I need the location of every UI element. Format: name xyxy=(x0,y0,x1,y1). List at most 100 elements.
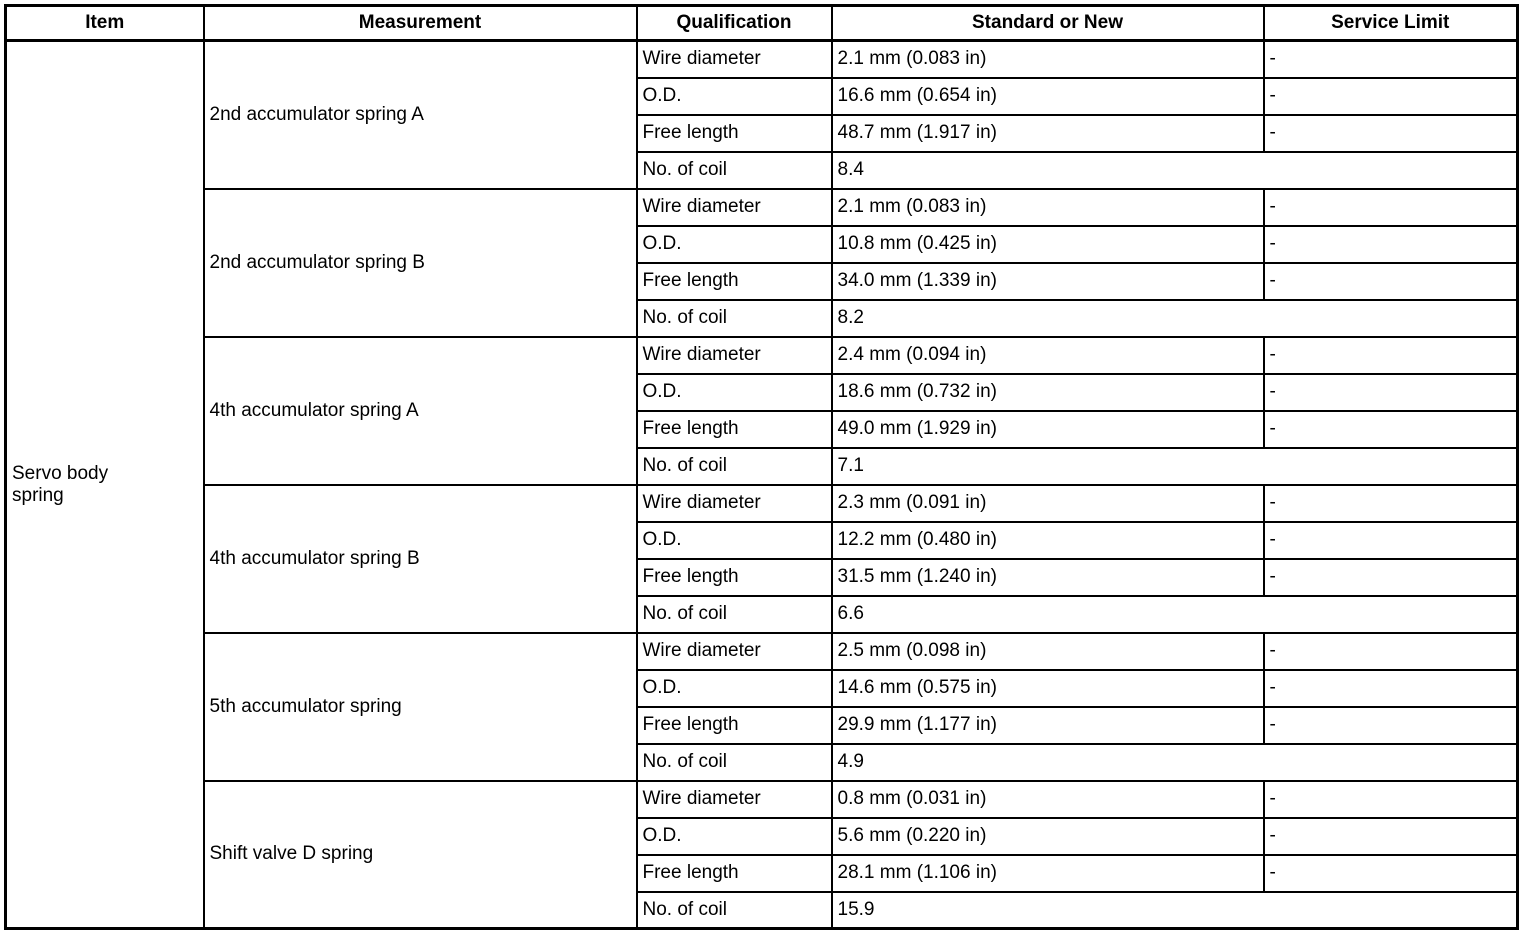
service-limit-cell: - xyxy=(1262,779,1519,819)
service-limit-cell: - xyxy=(1262,39,1519,79)
qualification-cell: No. of coil xyxy=(635,594,833,634)
table-row: O.D. 18.6 mm (0.732 in) - xyxy=(6,372,1519,412)
qualification-cell: O.D. xyxy=(635,816,833,856)
standard-or-new-cell: 14.6 mm (0.575 in) xyxy=(830,668,1265,708)
table-row: Free length 48.7 mm (1.917 in) - xyxy=(6,113,1519,153)
measurement-cell: 2nd accumulator spring A xyxy=(202,39,638,190)
column-header-qualification: Qualification xyxy=(635,4,833,42)
standard-or-new-cell: 2.3 mm (0.091 in) xyxy=(830,483,1265,523)
measurement-cell: 4th accumulator spring B xyxy=(202,483,638,634)
qualification-cell: Wire diameter xyxy=(635,483,833,523)
column-header-measurement: Measurement xyxy=(202,4,638,42)
service-limit-cell: - xyxy=(1262,76,1519,116)
standard-or-new-cell: 28.1 mm (1.106 in) xyxy=(830,853,1265,893)
service-limit-cell: - xyxy=(1262,224,1519,264)
standard-or-new-cell: 2.1 mm (0.083 in) xyxy=(830,187,1265,227)
qualification-cell: Wire diameter xyxy=(635,187,833,227)
qualification-cell: Wire diameter xyxy=(635,631,833,671)
service-limit-cell: - xyxy=(1262,668,1519,708)
service-limit-cell: - xyxy=(1262,261,1519,301)
column-header-standard-or-new: Standard or New xyxy=(830,4,1265,42)
table-row: 2nd accumulator spring B Wire diameter 2.1… xyxy=(6,187,1519,338)
qualification-cell: O.D. xyxy=(635,668,833,708)
standard-or-new-cell: 31.5 mm (1.240 in) xyxy=(830,557,1265,597)
standard-or-new-cell: 2.5 mm (0.098 in) xyxy=(830,631,1265,671)
table-row: Free length 34.0 mm (1.339 in) - xyxy=(6,261,1519,301)
table-row: O.D. 12.2 mm (0.480 in) - xyxy=(6,520,1519,560)
standard-or-new-cell: 29.9 mm (1.177 in) xyxy=(830,705,1265,745)
table-row: No. of coil 6.6 xyxy=(6,594,1519,634)
qualification-cell: Free length xyxy=(635,113,833,153)
standard-or-new-cell: 48.7 mm (1.917 in) xyxy=(830,113,1265,153)
service-limit-cell: - xyxy=(1262,816,1519,856)
standard-or-new-cell: 4.9 xyxy=(830,742,1519,782)
standard-or-new-cell: 5.6 mm (0.220 in) xyxy=(830,816,1265,856)
qualification-cell: O.D. xyxy=(635,76,833,116)
table-row: Shift valve D spring Wire diameter 0.8 mm … xyxy=(6,779,1519,930)
measurement-cell: 2nd accumulator spring B xyxy=(202,187,638,338)
table-row: Free length 28.1 mm (1.106 in) - xyxy=(6,853,1519,893)
table-row: 5th accumulator spring Wire diameter 2.5 m… xyxy=(6,631,1519,782)
standard-or-new-cell: 8.2 xyxy=(830,298,1519,338)
qualification-cell: No. of coil xyxy=(635,890,833,930)
service-limit-cell: - xyxy=(1262,187,1519,227)
standard-or-new-cell: 15.9 xyxy=(830,890,1519,930)
standard-or-new-cell: 16.6 mm (0.654 in) xyxy=(830,76,1265,116)
service-limit-cell: - xyxy=(1262,409,1519,449)
table-row: No. of coil 8.4 xyxy=(6,150,1519,190)
standard-or-new-cell: 0.8 mm (0.031 in) xyxy=(830,779,1265,819)
measurement-cell: 4th accumulator spring A xyxy=(202,335,638,486)
standard-or-new-cell: 34.0 mm (1.339 in) xyxy=(830,261,1265,301)
item-cell: Servo body spring xyxy=(4,39,205,930)
qualification-cell: Free length xyxy=(635,557,833,597)
standard-or-new-cell: 10.8 mm (0.425 in) xyxy=(830,224,1265,264)
qualification-cell: No. of coil xyxy=(635,298,833,338)
qualification-cell: O.D. xyxy=(635,372,833,412)
table-row: O.D. 5.6 mm (0.220 in) - xyxy=(6,816,1519,856)
table-row: Free length 29.9 mm (1.177 in) - xyxy=(6,705,1519,745)
standard-or-new-cell: 18.6 mm (0.732 in) xyxy=(830,372,1265,412)
table-row: 4th accumulator spring A Wire diameter 2.4… xyxy=(6,335,1519,486)
qualification-cell: Wire diameter xyxy=(635,779,833,819)
spring-specification-table: Item Measurement Qualification Standard … xyxy=(4,4,1519,930)
measurement-cell: 5th accumulator spring xyxy=(202,631,638,782)
header-row: Item Measurement Qualification Standard … xyxy=(4,4,1519,42)
item-cell-label: Servo body spring xyxy=(12,462,109,506)
qualification-cell: No. of coil xyxy=(635,150,833,190)
qualification-cell: Free length xyxy=(635,409,833,449)
standard-or-new-cell: 12.2 mm (0.480 in) xyxy=(830,520,1265,560)
table-row: O.D. 10.8 mm (0.425 in) - xyxy=(6,224,1519,264)
table-row: No. of coil 7.1 xyxy=(6,446,1519,486)
qualification-cell: O.D. xyxy=(635,520,833,560)
service-limit-cell: - xyxy=(1262,853,1519,893)
standard-or-new-cell: 2.1 mm (0.083 in) xyxy=(830,39,1265,79)
standard-or-new-cell: 2.4 mm (0.094 in) xyxy=(830,335,1265,375)
qualification-cell: Free length xyxy=(635,261,833,301)
qualification-cell: Free length xyxy=(635,705,833,745)
standard-or-new-cell: 8.4 xyxy=(830,150,1519,190)
service-limit-cell: - xyxy=(1262,372,1519,412)
table-row: No. of coil 4.9 xyxy=(6,742,1519,782)
service-limit-cell: - xyxy=(1262,705,1519,745)
table-row: O.D. 14.6 mm (0.575 in) - xyxy=(6,668,1519,708)
standard-or-new-cell: 6.6 xyxy=(830,594,1519,634)
qualification-cell: Wire diameter xyxy=(635,39,833,79)
service-limit-cell: - xyxy=(1262,113,1519,153)
service-limit-cell: - xyxy=(1262,557,1519,597)
service-limit-cell: - xyxy=(1262,335,1519,375)
standard-or-new-cell: 49.0 mm (1.929 in) xyxy=(830,409,1265,449)
qualification-cell: Free length xyxy=(635,853,833,893)
table-row: Free length 31.5 mm (1.240 in) - xyxy=(6,557,1519,597)
table-row: No. of coil 15.9 xyxy=(6,890,1519,930)
table-row: Servo body spring 2nd accumulator spring … xyxy=(4,39,1519,930)
service-limit-cell: - xyxy=(1262,483,1519,523)
service-limit-cell: - xyxy=(1262,631,1519,671)
standard-or-new-cell: 7.1 xyxy=(830,446,1519,486)
column-header-item: Item xyxy=(4,4,205,42)
qualification-cell: O.D. xyxy=(635,224,833,264)
qualification-cell: No. of coil xyxy=(635,446,833,486)
column-header-service-limit: Service Limit xyxy=(1262,4,1519,42)
table-row: No. of coil 8.2 xyxy=(6,298,1519,338)
qualification-cell: Wire diameter xyxy=(635,335,833,375)
